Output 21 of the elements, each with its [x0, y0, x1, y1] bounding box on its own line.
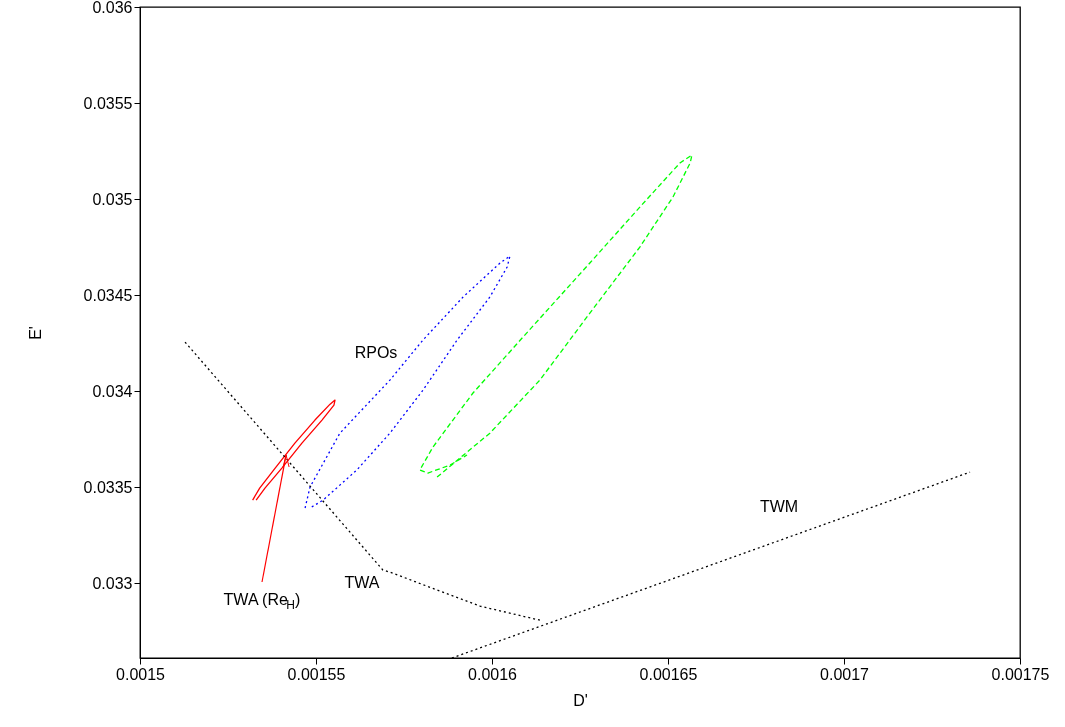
annotation: RPOs	[354, 344, 398, 361]
y-axis-title: E'	[26, 326, 44, 340]
annotation: TWA	[344, 574, 380, 591]
y-tick-label: 0.035	[92, 190, 133, 208]
line-series	[304, 255, 511, 509]
y-tick-label: 0.034	[92, 382, 133, 400]
y-tick-label: 0.033	[92, 574, 133, 592]
line-series	[184, 341, 541, 621]
x-tick-label: 0.00175	[991, 665, 1050, 683]
y-tick-label: 0.0335	[83, 478, 133, 496]
x-tick-label: 0.0017	[820, 665, 870, 683]
annotation: TWM	[759, 498, 799, 515]
x-tick-label: 0.00155	[287, 665, 346, 683]
y-tick-label: 0.0345	[83, 286, 133, 304]
y-tick-label: 0.036	[92, 0, 133, 16]
y-tick-label: 0.0355	[83, 94, 133, 112]
x-tick-label: 0.0015	[116, 665, 166, 683]
line-series	[419, 154, 693, 478]
x-tick-label: 0.0016	[468, 665, 518, 683]
x-tick-label: 0.00165	[639, 665, 698, 683]
x-axis-title: D'	[573, 691, 588, 709]
